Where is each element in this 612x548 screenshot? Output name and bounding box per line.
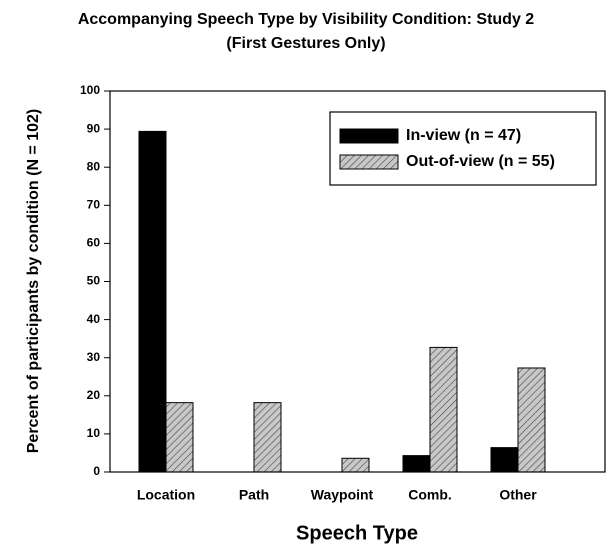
y-axis-label: Percent of participants by condition (N …	[25, 109, 42, 454]
y-tick-label: 50	[87, 274, 101, 288]
chart-subtitle: (First Gestures Only)	[226, 35, 385, 52]
bar	[253, 402, 282, 473]
chart-title: Accompanying Speech Type by Visibility C…	[78, 11, 534, 28]
legend-label: In-view (n = 47)	[406, 127, 521, 144]
x-axis-label: Speech Type	[296, 522, 418, 544]
y-tick-label: 90	[87, 121, 101, 135]
bar	[429, 346, 458, 473]
bar	[517, 367, 546, 473]
y-tick-label: 100	[80, 83, 100, 97]
y-tick-label: 30	[87, 350, 101, 364]
bar	[138, 130, 167, 473]
x-tick-label: Other	[499, 487, 537, 503]
legend-box	[329, 111, 597, 186]
y-tick-label: 60	[87, 236, 101, 250]
bar	[490, 447, 519, 473]
bar	[165, 402, 194, 473]
legend-label: Out-of-view (n = 55)	[406, 153, 555, 170]
x-tick-label: Waypoint	[311, 487, 374, 503]
y-tick-label: 0	[93, 464, 100, 478]
bar	[402, 455, 431, 473]
legend-swatch	[339, 154, 399, 170]
legend-swatch	[339, 128, 399, 144]
x-tick-label: Comb.	[408, 487, 452, 503]
y-tick-label: 70	[87, 197, 101, 211]
y-tick-label: 80	[87, 159, 101, 173]
x-tick-label: Location	[137, 487, 195, 503]
plot-frame	[109, 90, 606, 473]
bar	[341, 457, 370, 473]
x-tick-label: Path	[239, 487, 269, 503]
y-tick-label: 40	[87, 312, 101, 326]
y-tick-label: 20	[87, 388, 101, 402]
y-tick-label: 10	[87, 426, 101, 440]
